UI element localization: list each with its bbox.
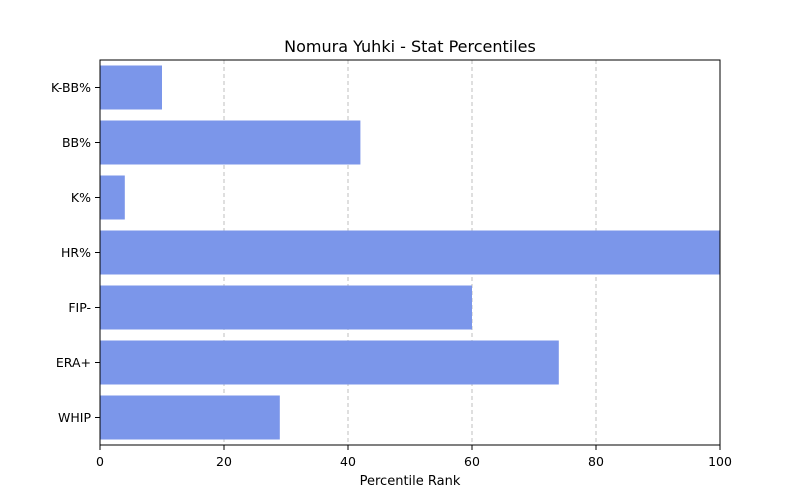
- bar-k-bb-: [100, 65, 162, 110]
- y-axis-ticks: K-BB% BB% K% HR% FIP- ERA+ WHIP: [51, 80, 100, 425]
- x-axis-label: Percentile Rank: [360, 474, 461, 489]
- y-tick-label: K-BB%: [51, 80, 91, 95]
- bar-fip-: [100, 285, 472, 330]
- x-axis-ticks: 0 20 40 60 80 100: [96, 445, 732, 469]
- chart-title: Nomura Yuhki - Stat Percentiles: [284, 37, 536, 56]
- y-tick-label: BB%: [62, 135, 91, 150]
- x-tick-label: 20: [216, 454, 232, 469]
- y-tick-label: K%: [71, 190, 91, 205]
- bar-bb-: [100, 120, 361, 165]
- bar-era-: [100, 340, 559, 385]
- bars: [100, 65, 720, 440]
- y-tick-label: ERA+: [56, 355, 91, 370]
- x-tick-label: 80: [588, 454, 604, 469]
- y-tick-label: WHIP: [58, 410, 91, 425]
- bar-hr-: [100, 230, 720, 275]
- y-tick-label: FIP-: [68, 300, 91, 315]
- x-tick-label: 40: [340, 454, 356, 469]
- x-tick-label: 100: [708, 454, 732, 469]
- bar-k-: [100, 175, 125, 220]
- bar-whip: [100, 395, 280, 440]
- y-tick-label: HR%: [61, 245, 91, 260]
- x-tick-label: 60: [464, 454, 480, 469]
- x-tick-label: 0: [96, 454, 104, 469]
